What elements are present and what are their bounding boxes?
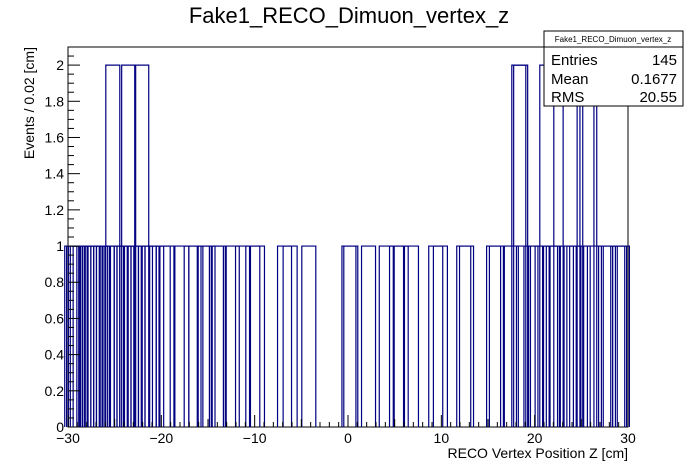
histogram-bin-40 (245, 245, 261, 427)
y-tick-label: 0.4 (45, 347, 65, 363)
stats-entries-value: 145 (652, 52, 677, 69)
y-tick-label: 0 (56, 419, 64, 435)
x-tick-label: −10 (243, 430, 267, 446)
stats-box-name: Fake1_RECO_Dimuon_vertex_z (555, 35, 672, 44)
histogram-bin-56 (486, 245, 502, 427)
histogram-bin-37 (211, 245, 227, 427)
x-axis: −30 −20 −10 0 10 20 30 (56, 415, 636, 446)
histogram-bin-39 (234, 245, 251, 427)
stats-mean-label: Mean (551, 71, 589, 88)
y-tick-label: 0.8 (45, 274, 65, 290)
histogram-bin-42 (276, 245, 293, 427)
stats-box: Fake1_RECO_Dimuon_vertex_z Entries 145 M… (543, 30, 684, 107)
histogram-bin-68 (549, 245, 565, 427)
y-tick-label: 1.2 (45, 202, 65, 218)
histogram-bin-55 (458, 245, 475, 427)
histogram-bin-48 (378, 245, 394, 427)
y-tick-label: 1.8 (45, 93, 65, 109)
histogram-bin-76 (586, 245, 602, 427)
histogram-bin-64 (534, 245, 550, 427)
y-axis-label: Events / 0.02 [cm] (21, 47, 37, 159)
histogram-bin-54 (456, 245, 472, 427)
histogram-bin-32 (183, 245, 199, 427)
histogram-bars (64, 64, 630, 427)
y-tick-label: 2 (56, 57, 64, 73)
stats-mean-value: 0.1677 (631, 71, 677, 88)
histogram-bin-53 (432, 245, 448, 427)
histogram-bin-41 (249, 245, 266, 427)
stats-entries-label: Entries (551, 52, 598, 69)
histogram-bin-33 (188, 245, 204, 427)
histogram-bin-44 (301, 245, 317, 427)
y-axis: 0 0.2 0.4 0.6 0.8 1 1.2 1.4 1.6 1.8 2 (45, 46, 80, 435)
stats-rms-label: RMS (551, 89, 584, 106)
histogram-bin-38 (224, 245, 240, 427)
stats-rms-value: 20.55 (639, 89, 677, 106)
x-tick-label: 10 (434, 430, 450, 446)
histogram-bin-30 (159, 245, 175, 427)
y-tick-label: 1.4 (45, 166, 65, 182)
x-tick-label: −30 (56, 430, 80, 446)
histogram-bin-35 (200, 245, 216, 427)
histogram-bin-52 (428, 245, 444, 427)
x-tick-label: 20 (527, 430, 543, 446)
histogram-bin-47 (360, 245, 377, 427)
histogram-bin-31 (174, 245, 190, 427)
histogram-bin-50 (393, 245, 409, 427)
x-tick-label: 30 (620, 430, 636, 446)
histogram-bin-51 (403, 245, 420, 427)
histogram-bin-49 (388, 245, 405, 427)
x-tick-label: 0 (344, 430, 352, 446)
y-tick-label: 0.6 (45, 310, 65, 326)
chart-title: Fake1_RECO_Dimuon_vertex_z (189, 3, 509, 28)
y-tick-label: 0.2 (45, 383, 65, 399)
histogram-bin-46 (343, 245, 359, 427)
histogram-bin-57 (488, 245, 504, 427)
y-tick-label: 1.6 (45, 129, 65, 145)
y-tick-label: 1 (56, 238, 64, 254)
x-tick-label: −20 (149, 430, 173, 446)
x-axis-label: RECO Vertex Position Z [cm] (448, 445, 629, 461)
histogram-bin-81 (614, 245, 630, 427)
histogram-bin-43 (282, 245, 298, 427)
